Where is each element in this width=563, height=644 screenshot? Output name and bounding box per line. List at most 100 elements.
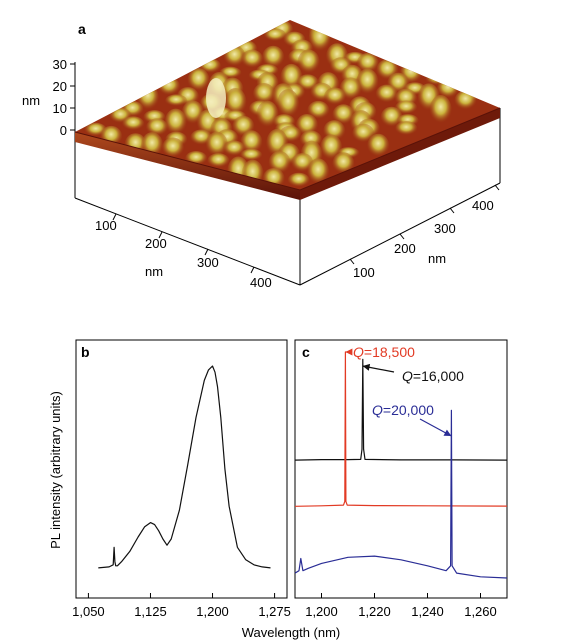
y-tick-label: 400 [472, 198, 494, 213]
panel-b-plot [98, 365, 271, 569]
panel-b: b 1,050 1,125 1,200 1,275 [72, 339, 291, 619]
y-tick-label: 300 [434, 221, 456, 236]
panel-c-label: c [302, 344, 310, 360]
surface-bump [256, 100, 279, 129]
surface-bump [323, 87, 346, 106]
q-symbol: Q [372, 402, 383, 418]
series-line [98, 365, 271, 569]
surface-bump [307, 100, 330, 120]
surface-bump [367, 133, 390, 158]
z-tick-label: 20 [53, 79, 67, 94]
surface-bump [157, 76, 180, 97]
surface-bump [430, 54, 453, 70]
z-axis-label: nm [22, 93, 40, 108]
x-axis-title: Wavelength (nm) [242, 625, 341, 640]
x-tick-label: 1,240 [411, 604, 444, 619]
y-tick-label: 100 [353, 265, 375, 280]
surface-bump [356, 52, 379, 74]
panel-a-z-axis: 30 20 10 0 nm [22, 57, 75, 138]
q-annotation: Q=20,000 [372, 402, 434, 418]
x-tick-label: 1,200 [196, 604, 229, 619]
panel-b-frame [75, 339, 288, 599]
surface-bump [356, 68, 379, 96]
panel-a-label: a [78, 21, 86, 37]
afm-surface [74, 20, 501, 200]
surface-bump [297, 49, 320, 75]
surface-bump [122, 116, 145, 132]
q-symbol: Q [353, 344, 364, 360]
arrowhead [362, 363, 371, 371]
x-tick-label: 1,050 [72, 604, 105, 619]
z-tick-label: 0 [60, 123, 67, 138]
surface-bump [240, 148, 263, 162]
surface-bump [287, 172, 310, 188]
surface-bump [474, 72, 497, 94]
x-tick-label: 1,200 [305, 604, 338, 619]
surface-bump [164, 108, 187, 137]
surface-bump [429, 95, 452, 125]
surface-bump [454, 90, 477, 111]
panel-c-x-axis: 1,200 1,220 1,240 1,260 [305, 593, 497, 619]
series-line [294, 409, 508, 579]
x-axis-label: nm [145, 264, 163, 279]
surface-bump [187, 68, 210, 93]
surface-bump [380, 106, 403, 128]
series-line [294, 358, 508, 461]
surface-bump [454, 66, 477, 85]
q-annotation: Q=16,000 [402, 368, 464, 384]
surface-bump [165, 94, 188, 107]
panel-b-label: b [81, 344, 90, 360]
y-tick-label: 200 [394, 241, 416, 256]
x-tick-label: 100 [95, 218, 117, 233]
x-tick-label: 200 [145, 236, 167, 251]
surface-bump [352, 123, 375, 144]
x-tick-label: 1,125 [134, 604, 167, 619]
surface-bump [223, 140, 246, 157]
surface-bump [375, 84, 398, 104]
arrowhead [443, 429, 452, 436]
q-value: =16,000 [413, 368, 464, 384]
surface-bump [240, 130, 263, 155]
surface-bump [395, 121, 418, 136]
surface-bump [448, 63, 471, 76]
surface-bump [352, 28, 375, 55]
surface-bump [395, 100, 418, 115]
series-line [294, 351, 508, 507]
panel-c-frame [294, 339, 508, 599]
surface-bump [320, 134, 343, 161]
z-tick-label: 30 [53, 57, 67, 72]
x-tick-label: 300 [197, 255, 219, 270]
surface-bump [161, 137, 184, 159]
panel-c: c 1,200 1,220 1,240 1,260 Q=18,500Q=16,000Q… [294, 339, 508, 619]
x-tick-label: 1,220 [358, 604, 391, 619]
surface-peak [206, 78, 226, 118]
y-axis-label: nm [428, 251, 446, 266]
surface-bump [241, 49, 264, 69]
y-axis-title: PL intensity (arbitrary units) [48, 391, 63, 549]
surface-bump [307, 158, 330, 186]
arrowhead [345, 348, 353, 356]
surface-bump [252, 83, 275, 105]
surface-bump [264, 28, 287, 42]
surface-bump [332, 104, 355, 126]
surface-bump [205, 131, 228, 158]
panel-c-plot [294, 351, 508, 579]
x-tick-label: 400 [250, 275, 272, 290]
surface-bump [402, 49, 425, 67]
surface-bump [262, 45, 285, 69]
panel-a-y-axis: 100 200 300 400 nm [349, 184, 500, 280]
q-value: =18,500 [364, 344, 415, 360]
panel-a-x-axis: 100 200 300 400 nm [95, 213, 272, 290]
surface-bump [332, 152, 355, 175]
z-tick-label: 10 [53, 101, 67, 116]
surface-bump [277, 89, 300, 119]
q-annotation: Q=18,500 [353, 344, 415, 360]
surface-bump [146, 118, 169, 137]
q-symbol: Q [402, 368, 413, 384]
x-tick-label: 1,275 [258, 604, 291, 619]
x-tick-label: 1,260 [464, 604, 497, 619]
panel-b-x-axis: 1,050 1,125 1,200 1,275 [72, 593, 291, 619]
panel-a: a 30 20 10 0 nm [22, 20, 501, 290]
